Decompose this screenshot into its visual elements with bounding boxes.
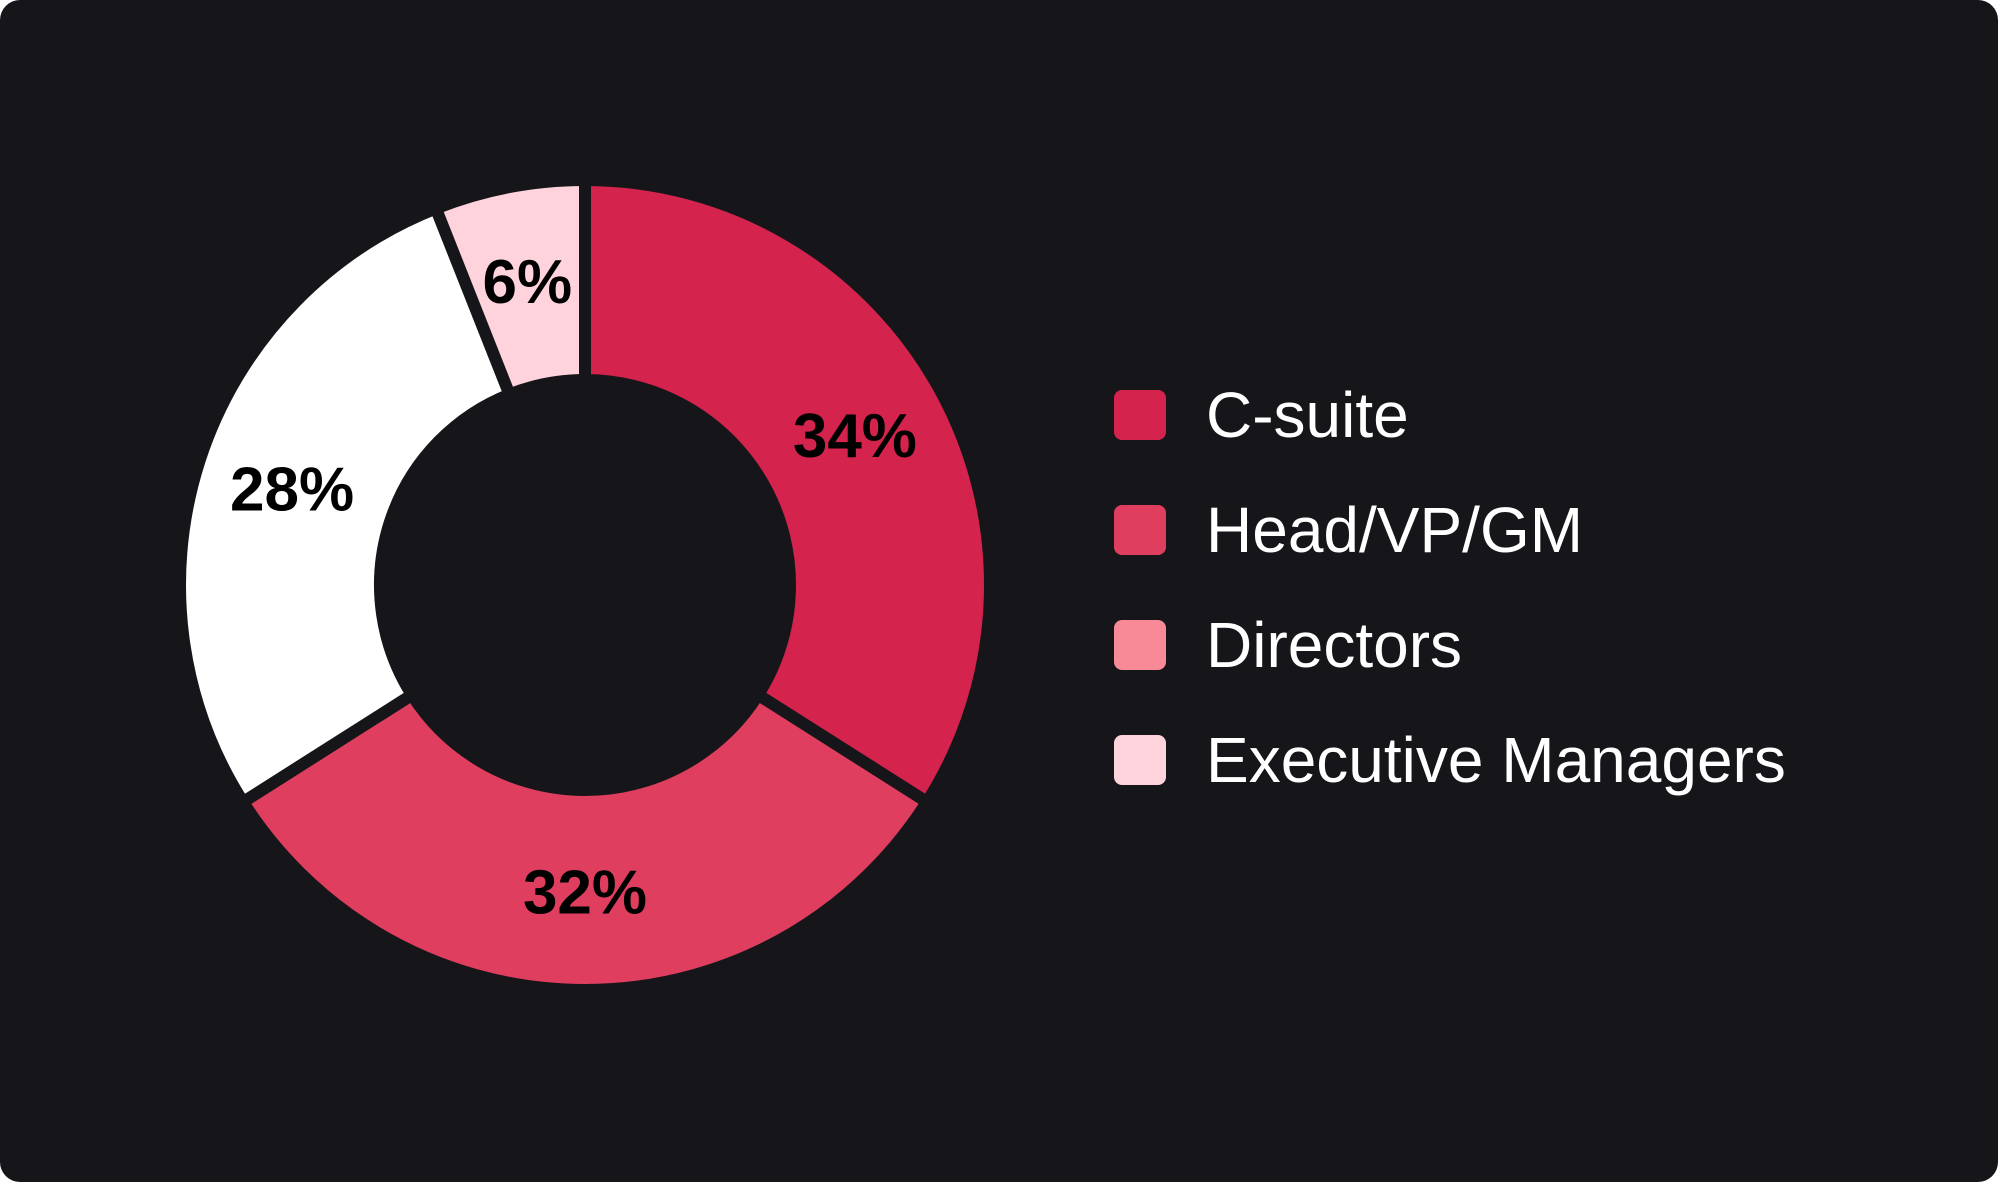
donut-slice-executive-managers [428,173,591,403]
slice-label-c-suite: 34% [793,402,917,471]
legend-swatch-directors [1114,619,1166,670]
legend-item-directors: Directors [1114,587,1786,702]
legend-item-head-vp-gm: Head/VP/GM [1114,472,1786,587]
donut-slice-c-suite [579,173,996,811]
legend-item-c-suite: C-suite [1114,357,1786,472]
slice-labels: 34% 32% 28% 6% [230,248,917,928]
slice-label-directors: 28% [230,455,354,524]
legend-label-c-suite: C-suite [1206,378,1409,451]
legend: C-suite Head/VP/GM Directors Executive M… [1114,357,1786,817]
legend-swatch-c-suite [1114,389,1166,440]
legend-label-head-vp-gm: Head/VP/GM [1206,493,1584,566]
legend-label-executive-managers: Executive Managers [1206,723,1786,796]
legend-item-executive-managers: Executive Managers [1114,702,1786,817]
donut-slice-directors [174,200,518,811]
legend-swatch-executive-managers [1114,734,1166,785]
slice-label-executive-managers: 6% [482,248,572,317]
donut-slices [174,173,996,996]
legend-swatch-head-vp-gm [1114,504,1166,555]
donut-slice-head-vp-gm [234,686,936,996]
legend-label-directors: Directors [1206,608,1463,681]
slice-label-head-vp-gm: 32% [523,859,647,928]
